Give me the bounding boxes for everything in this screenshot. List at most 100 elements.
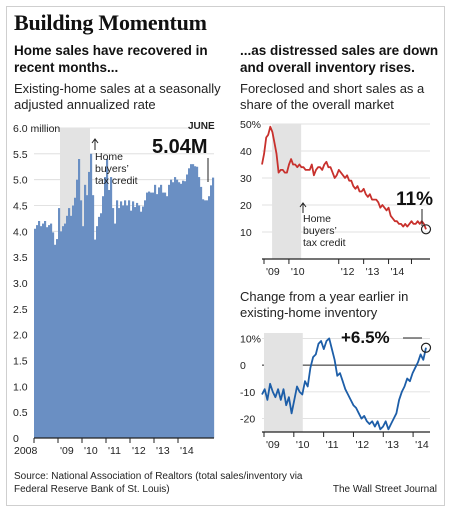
sales-bar xyxy=(178,182,181,438)
distress-annotation-line1: Home xyxy=(303,213,331,225)
sales-bar xyxy=(176,179,179,438)
sales-x-tick-label: 2008 xyxy=(14,445,38,457)
sales-bar xyxy=(150,192,153,438)
sales-bar xyxy=(156,194,159,438)
right-bottom-description: Change from a year earlier in existing-h… xyxy=(240,289,409,320)
sales-bar xyxy=(170,179,173,438)
distress-y-tick-label: 40 xyxy=(240,146,252,158)
distress-series-line xyxy=(261,125,427,230)
sales-y-tick-label: 4.5 xyxy=(13,201,28,213)
sales-bar xyxy=(122,205,125,438)
right-top-description: Foreclosed and short sales as a share of… xyxy=(240,81,425,112)
sales-bar xyxy=(136,202,139,438)
sales-y-tick-label: 5.0 xyxy=(13,175,28,187)
left-description: Existing-home sales at a seasonally adju… xyxy=(14,81,221,112)
distress-tax-credit-shade xyxy=(272,124,302,259)
sales-bar xyxy=(106,159,109,438)
inventory-axes: 10% 0 -10 -20 '09 '10 '11 '12 '13 '14 xyxy=(240,333,430,451)
sales-y-tick-label: 1.5 xyxy=(13,356,28,368)
sales-bar xyxy=(46,227,49,438)
sales-bar xyxy=(82,226,85,438)
inventory-series-line xyxy=(261,337,427,431)
sales-bar xyxy=(208,196,211,438)
sales-bar xyxy=(180,183,183,438)
sales-bar xyxy=(50,223,53,438)
sales-x-tick-label: '11 xyxy=(108,445,121,457)
distress-y-tick-label: 50% xyxy=(240,119,261,131)
sales-bar xyxy=(92,195,95,438)
sales-bar xyxy=(88,171,91,438)
sales-bar xyxy=(48,225,51,438)
sales-bar xyxy=(54,244,57,438)
sales-annotation-line3: tax credit xyxy=(95,175,138,187)
sales-bar xyxy=(126,205,129,438)
sales-bars xyxy=(34,153,215,439)
sales-bar xyxy=(124,200,127,438)
sales-bar xyxy=(166,196,169,438)
inventory-x-tick-label: '12 xyxy=(355,439,369,451)
sales-bar xyxy=(206,200,209,438)
publisher-credit: The Wall Street Journal xyxy=(332,484,437,495)
sales-bar xyxy=(198,177,201,439)
left-subtitle: Home sales have recovered in recent mont… xyxy=(14,43,208,75)
sales-bar xyxy=(116,200,119,438)
sales-bar xyxy=(74,197,77,438)
sales-bar xyxy=(192,164,195,438)
sales-bar xyxy=(120,201,123,438)
inventory-x-tick-label: '13 xyxy=(385,439,399,451)
inventory-x-tick-label: '09 xyxy=(266,439,280,451)
sales-bar xyxy=(144,200,147,438)
inventory-y-tick-label: -20 xyxy=(240,414,255,426)
sales-x-tick-label: '10 xyxy=(84,445,98,457)
distress-x-tick-label: '09 xyxy=(266,266,280,278)
sales-y-tick-label: 5.5 xyxy=(13,149,28,161)
sales-bar xyxy=(56,239,59,438)
sales-bar xyxy=(212,177,215,438)
sales-bar xyxy=(190,164,193,438)
inventory-x-tick-label: '14 xyxy=(415,439,429,451)
sales-axes: 6.0 million 5.5 5.0 4.5 4.0 3.5 3.0 2.5 2.0 1.5 1.… xyxy=(13,123,214,457)
sales-y-tick-label: 3.0 xyxy=(13,278,28,290)
inventory-tax-credit-shade xyxy=(264,333,303,432)
sales-bar xyxy=(102,196,105,438)
sales-bar xyxy=(58,208,61,438)
sales-x-tick-label: '12 xyxy=(132,445,146,457)
sales-bar xyxy=(40,226,43,438)
sales-bar xyxy=(108,190,111,438)
sales-bar xyxy=(90,153,93,439)
sales-annotation-line2: buyers’ xyxy=(95,163,129,175)
sales-y-tick-label: 2.0 xyxy=(13,330,28,342)
sales-bar xyxy=(96,226,99,438)
sales-callout-label: JUNE xyxy=(188,121,215,132)
sales-bar xyxy=(34,228,37,438)
sales-bar xyxy=(64,223,67,438)
right-subtitle: ...as distressed sales are down and over… xyxy=(240,43,439,75)
inventory-end-marker xyxy=(420,342,432,353)
sales-bar xyxy=(196,166,199,438)
sales-bar xyxy=(62,226,65,438)
sales-bar xyxy=(162,192,165,438)
sales-bar xyxy=(118,208,121,438)
sales-bar xyxy=(202,199,205,438)
sales-bar xyxy=(164,192,167,438)
sales-bar xyxy=(158,187,161,438)
sales-bar xyxy=(42,223,45,438)
distress-x-tick-label: '13 xyxy=(366,266,380,278)
sales-bar xyxy=(66,215,69,438)
sales-bar xyxy=(168,184,171,438)
sales-bar xyxy=(210,185,213,438)
distress-y-tick-label: 20 xyxy=(240,200,252,212)
sales-bar xyxy=(154,184,157,438)
distress-annotation-line3: tax credit xyxy=(303,237,346,249)
sales-y-tick-label: 6.0 million xyxy=(13,123,60,135)
distress-x-tick-label: '12 xyxy=(341,266,355,278)
sales-y-tick-label: 3.5 xyxy=(13,252,28,264)
sales-bar xyxy=(84,184,87,438)
sales-bar xyxy=(132,201,135,438)
sales-x-tick-label: '13 xyxy=(156,445,170,457)
sales-bar xyxy=(128,200,131,438)
distress-y-tick-label: 30 xyxy=(240,173,252,185)
sales-y-tick-label: 2.5 xyxy=(13,304,28,316)
source-note: Source: National Association of Realtors… xyxy=(14,471,303,495)
